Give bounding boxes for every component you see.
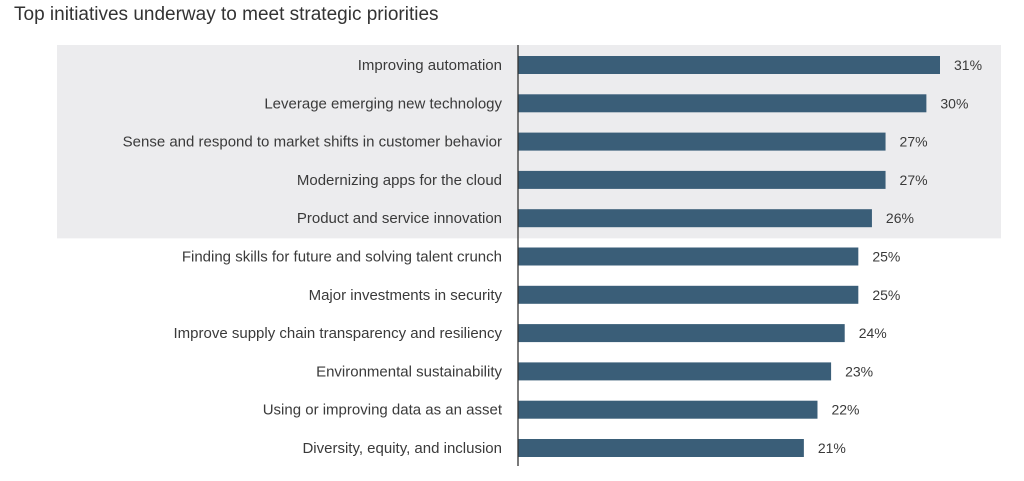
data-label: 24%	[859, 325, 887, 341]
data-label: 26%	[886, 210, 914, 226]
data-label: 31%	[954, 57, 982, 73]
bar	[518, 56, 940, 74]
bar	[518, 439, 804, 457]
category-label: Improving automation	[358, 57, 502, 74]
category-label: Product and service innovation	[297, 210, 502, 227]
category-label: Sense and respond to market shifts in cu…	[123, 134, 502, 151]
bar	[518, 285, 859, 304]
data-label: 25%	[872, 287, 900, 303]
category-label: Environmental sustainability	[316, 363, 502, 380]
bar	[518, 247, 859, 266]
bar	[518, 362, 832, 381]
category-label: Improve supply chain transparency and re…	[174, 325, 503, 342]
bar	[518, 132, 886, 151]
bar	[518, 209, 872, 228]
data-label: 23%	[845, 363, 873, 379]
bar	[518, 400, 818, 419]
bar	[518, 170, 886, 189]
category-label: Leverage emerging new technology	[264, 95, 502, 112]
category-label: Diversity, equity, and inclusion	[302, 440, 502, 457]
chart-title: Top initiatives underway to meet strateg…	[14, 4, 439, 25]
bar	[518, 94, 927, 113]
category-label: Using or improving data as an asset	[263, 402, 503, 419]
data-label: 22%	[831, 402, 859, 418]
data-label: 27%	[900, 172, 928, 188]
data-label: 30%	[940, 95, 968, 111]
data-label: 27%	[900, 134, 928, 150]
category-label: Major investments in security	[309, 287, 503, 304]
data-label: 21%	[818, 440, 846, 456]
category-label: Modernizing apps for the cloud	[297, 172, 502, 189]
data-label: 25%	[872, 249, 900, 265]
category-label: Finding skills for future and solving ta…	[182, 249, 502, 266]
bar	[518, 324, 845, 343]
